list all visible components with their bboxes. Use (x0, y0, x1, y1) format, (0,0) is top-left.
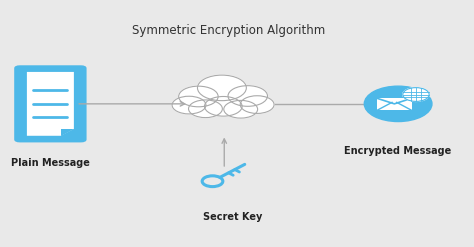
Text: Plain Message: Plain Message (11, 158, 90, 168)
Circle shape (172, 96, 206, 114)
FancyBboxPatch shape (14, 65, 87, 143)
Circle shape (403, 88, 429, 102)
Circle shape (208, 179, 217, 184)
Circle shape (179, 86, 218, 107)
Circle shape (198, 75, 246, 101)
Text: Symmetric Encryption Algorithm: Symmetric Encryption Algorithm (132, 24, 326, 37)
Circle shape (189, 100, 222, 118)
Polygon shape (27, 72, 74, 136)
Circle shape (204, 97, 242, 116)
Circle shape (240, 96, 274, 113)
Circle shape (228, 86, 267, 106)
Polygon shape (61, 129, 74, 136)
Text: Encrypted Message: Encrypted Message (345, 145, 452, 156)
Circle shape (224, 101, 257, 118)
Polygon shape (377, 98, 412, 110)
Text: Secret Key: Secret Key (203, 212, 263, 222)
Circle shape (365, 86, 432, 122)
